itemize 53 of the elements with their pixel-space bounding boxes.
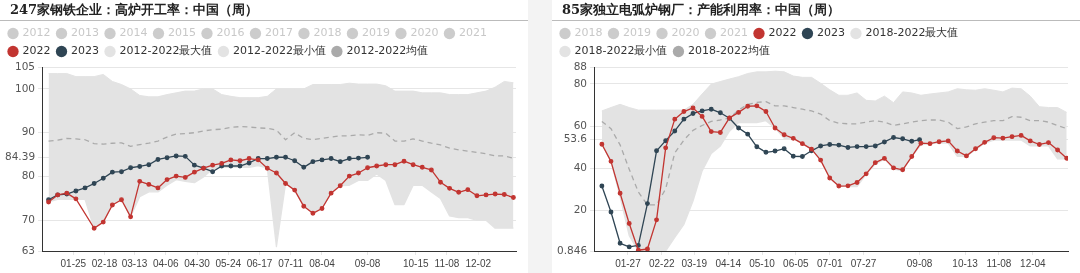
y-tick-label: 70 <box>21 213 36 226</box>
y-tick-label: 20 <box>573 203 588 216</box>
x-tick-label: 11-08 <box>986 257 1012 269</box>
x-tick-label: 12-04 <box>1020 257 1047 269</box>
legend-label: 2022 <box>22 44 51 58</box>
x-tick-label: 04-06 <box>152 257 179 269</box>
x-tick-label: 02-18 <box>91 257 118 269</box>
legend-label: 2023 <box>70 44 99 58</box>
x-tick-label: 04-14 <box>715 257 742 269</box>
x-tick-label: 08-04 <box>309 257 336 269</box>
x-tick-label: 01-25 <box>60 257 87 269</box>
x-tick-label: 06-05 <box>783 257 810 269</box>
legend-label: 2018-2022均值 <box>687 44 770 58</box>
x-tick-label: 07-01 <box>816 257 843 269</box>
line-series <box>47 125 515 159</box>
x-tick-label: 10-15 <box>402 257 429 269</box>
x-tick-label: 05-10 <box>749 257 776 269</box>
y-tick-label: 60 <box>573 118 588 131</box>
y-tick-label: 90 <box>21 125 36 138</box>
y-tick-label: 100 <box>15 81 36 94</box>
x-tick-label: 11-08 <box>434 257 460 269</box>
y-tick-label: 0.846 <box>557 243 588 256</box>
chart-title: 85家独立电弧炉钢厂：产能利用率：中国（周） <box>552 0 1080 21</box>
x-tick-label: 07-27 <box>850 257 877 269</box>
x-tick-label: 10-13 <box>952 257 979 269</box>
y-tick-label: 63 <box>21 243 36 256</box>
x-tick-label: 04-30 <box>184 257 211 269</box>
chart-title: 247家钢铁企业：高炉开工率：中国（周） <box>0 0 528 21</box>
x-tick-label: 02-22 <box>648 257 675 269</box>
x-tick-label: 03-13 <box>121 257 148 269</box>
y-tick-label: 40 <box>573 161 588 174</box>
x-tick-label: 03-19 <box>681 257 708 269</box>
y-tick-label: 84.39 <box>5 150 36 163</box>
y-tick-label: 88 <box>573 59 588 72</box>
legend-label: 2012-2022最小值 <box>232 44 326 58</box>
legend-label: 2018-2022最小值 <box>574 44 668 58</box>
x-tick-label: 12-02 <box>465 257 492 269</box>
y-tick-label: 80 <box>573 76 588 89</box>
legend-label: 2018-2022最大值 <box>865 26 959 40</box>
y-tick-label: 105 <box>15 59 36 72</box>
y-tick-label: 53.6 <box>563 132 588 145</box>
legend-label: 2023 <box>816 26 845 40</box>
x-tick-label: 09-08 <box>906 257 933 269</box>
legend-label: 2012-2022均值 <box>346 44 429 58</box>
x-tick-label: 06-17 <box>246 257 273 269</box>
y-tick-label: 80 <box>21 169 36 182</box>
x-tick-label: 05-24 <box>215 257 242 269</box>
x-tick-label: 09-08 <box>354 257 381 269</box>
x-tick-label: 01-27 <box>615 257 642 269</box>
legend-label: 2022 <box>768 26 797 40</box>
legend-label: 2012-2022最大值 <box>119 44 213 58</box>
line-series <box>601 100 1068 206</box>
x-tick-label: 07-11 <box>278 257 304 269</box>
